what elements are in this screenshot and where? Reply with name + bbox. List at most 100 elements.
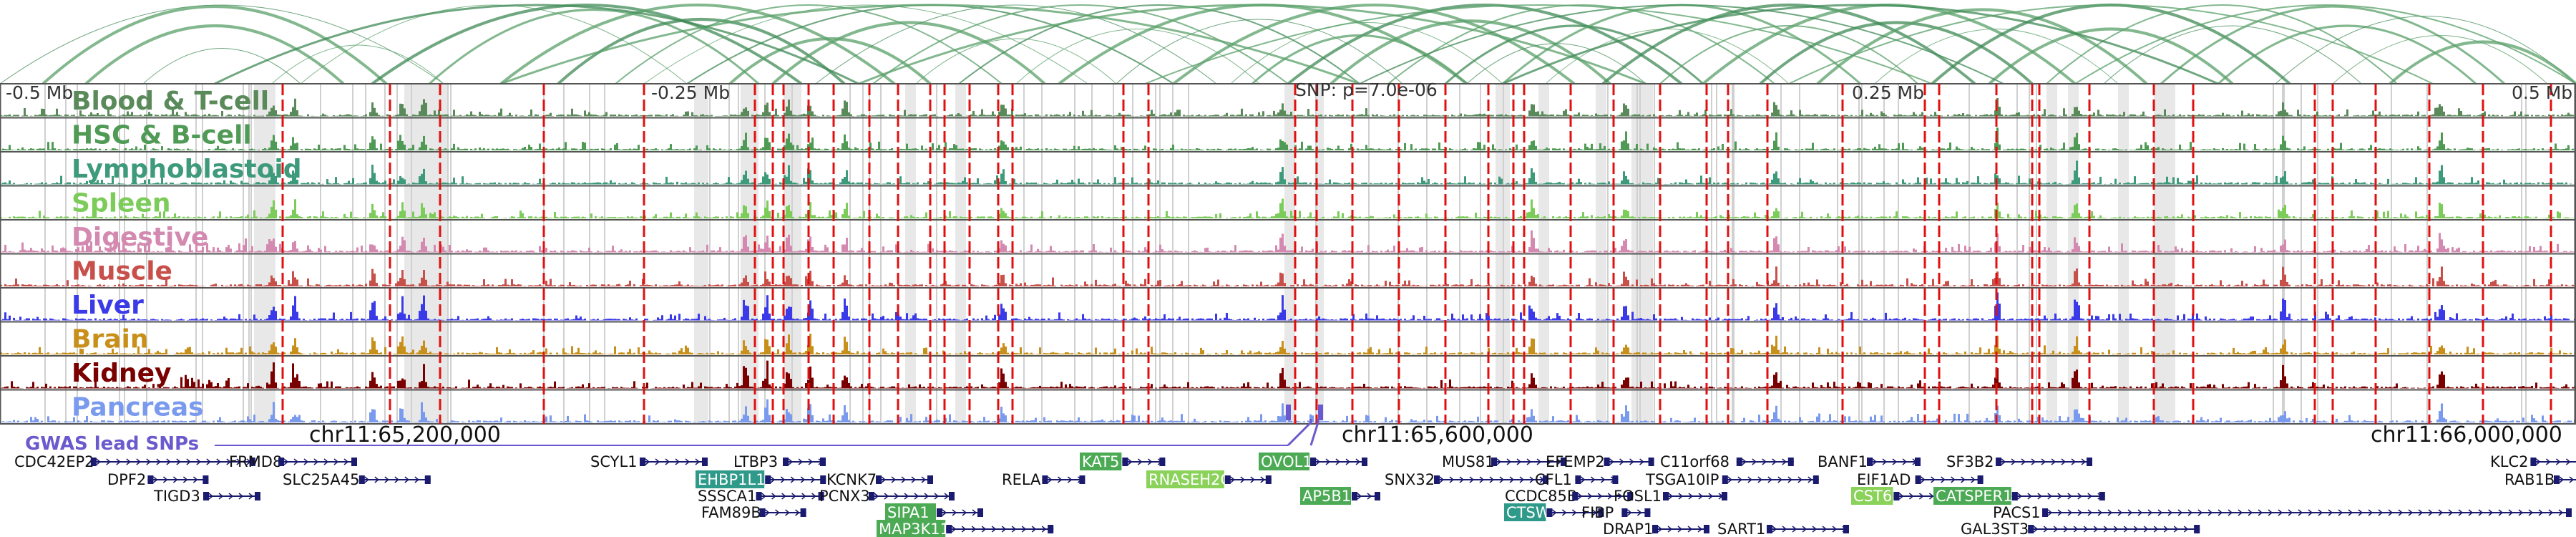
gene-label: SSSCA1: [698, 488, 756, 505]
strand-arrow: [394, 476, 400, 483]
gene-label: AP5B1: [1302, 488, 1351, 505]
strand-arrow: [1657, 526, 1663, 533]
gene-exon: [1977, 475, 1984, 484]
strand-arrow: [2067, 509, 2073, 516]
snp-label: SNP: p=7.0e-06: [1295, 79, 1438, 100]
strand-arrow: [1971, 476, 1976, 483]
strand-arrow: [2207, 509, 2213, 516]
gene-exon: [1915, 475, 1921, 484]
strand-arrow: [2348, 509, 2353, 516]
gene-exon: [765, 475, 771, 484]
strand-arrow: [404, 476, 410, 483]
strand-arrow: [901, 476, 907, 483]
strand-arrow: [2143, 526, 2149, 533]
loop-arc: [1144, 4, 1933, 84]
strand-arrow: [1496, 458, 1502, 465]
gene-label: MUS81: [1442, 453, 1495, 470]
strand-arrow: [952, 509, 957, 516]
gene-label: CST6: [1853, 488, 1892, 505]
strand-arrow: [2157, 509, 2163, 516]
gene-label: SART1: [1717, 521, 1765, 537]
gene-label: MAP3K11: [879, 521, 950, 537]
strand-arrow: [1590, 476, 1596, 483]
strand-arrow: [911, 476, 917, 483]
strand-arrow: [1688, 493, 1694, 500]
gene-exon: [1598, 508, 1604, 517]
strand-arrow: [942, 509, 947, 516]
chr-tick-2: chr11:65,600,000: [1342, 422, 1533, 448]
loop-arc: [42, 5, 388, 85]
gene-exon: [358, 475, 365, 484]
loop-arc: [815, 4, 1217, 84]
strand-arrow: [1667, 526, 1673, 533]
strand-arrow: [2097, 509, 2103, 516]
gene-exon: [147, 475, 154, 484]
gene-label: LTBP3: [733, 453, 778, 470]
gene-exon: [1996, 458, 2001, 466]
strand-arrow: [1678, 493, 1684, 500]
strand-arrow: [991, 526, 997, 533]
strand-arrow: [2071, 458, 2077, 465]
strand-arrow: [2197, 509, 2203, 516]
loop-arc: [2217, 24, 2477, 85]
strand-arrow: [655, 458, 660, 465]
gene-exon: [1159, 458, 1166, 466]
strand-arrow: [236, 458, 242, 465]
strand-arrow: [1499, 476, 1505, 483]
strand-arrow: [2468, 509, 2474, 516]
strand-arrow: [2569, 476, 2575, 483]
strand-arrow: [1931, 476, 1936, 483]
loop-arc: [1816, 8, 2148, 85]
strand-arrow: [2087, 493, 2093, 500]
loop-arc: [142, 48, 301, 84]
loop-arc: [1874, 29, 2119, 84]
strand-arrow: [1240, 476, 1246, 483]
gene-exon: [1375, 492, 1380, 500]
gene-exon: [1122, 458, 1128, 466]
gene-label: FRMD8: [229, 453, 282, 470]
loop-arc: [771, 21, 1046, 85]
strand-arrow: [313, 458, 319, 465]
strand-arrow: [1762, 458, 1767, 465]
strand-arrow: [1787, 476, 1793, 483]
strand-arrow: [761, 493, 766, 500]
strand-arrow: [106, 458, 112, 465]
strand-arrow: [1041, 526, 1047, 533]
strand-arrow: [981, 526, 987, 533]
loop-arc: [615, 4, 1002, 84]
gene-label: PCNX3: [819, 488, 870, 505]
strand-arrow: [2057, 493, 2063, 500]
strand-arrow: [2228, 509, 2233, 516]
region-ruler: -0.5 Mb -0.25 Mb SNP: p=7.0e-06 0.25 Mb …: [6, 79, 2572, 103]
strand-arrow: [283, 458, 289, 465]
strand-arrow: [800, 476, 806, 483]
strand-arrow: [790, 476, 796, 483]
strand-arrow: [1757, 476, 1763, 483]
loop-arc: [1502, 4, 2219, 85]
gwas-track: GWAS lead SNPs: [25, 405, 1323, 455]
strand-arrow: [2535, 458, 2541, 465]
track-label: Lymphoblastoid: [72, 155, 302, 184]
track-label: Pancreas: [72, 393, 204, 422]
loop-arc: [300, 4, 688, 84]
strand-arrow: [2047, 509, 2053, 516]
gene-label: SF3B2: [1946, 453, 1994, 470]
loop-arc: [271, 44, 444, 84]
strand-arrow: [811, 493, 816, 500]
gene-exon: [1787, 458, 1794, 466]
gene-highlight: [885, 503, 936, 521]
strand-arrow: [166, 458, 172, 465]
gene-exon: [1048, 525, 1054, 533]
strand-arrow: [1325, 458, 1331, 465]
strand-arrow: [785, 509, 790, 516]
strand-arrow: [795, 509, 800, 516]
strand-arrow: [1918, 493, 1924, 500]
strand-arrow: [414, 476, 420, 483]
strand-arrow: [781, 493, 786, 500]
strand-arrow: [1536, 458, 1542, 465]
track-label: Muscle: [72, 257, 172, 286]
gene-highlight: [1300, 487, 1351, 505]
strand-arrow: [216, 458, 222, 465]
strand-arrow: [2428, 509, 2434, 516]
